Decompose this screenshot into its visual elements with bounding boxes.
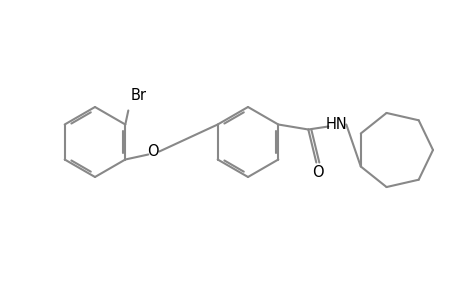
Text: O: O <box>147 144 159 159</box>
Text: O: O <box>312 164 324 179</box>
Text: Br: Br <box>130 88 146 103</box>
Text: HN: HN <box>325 117 347 132</box>
